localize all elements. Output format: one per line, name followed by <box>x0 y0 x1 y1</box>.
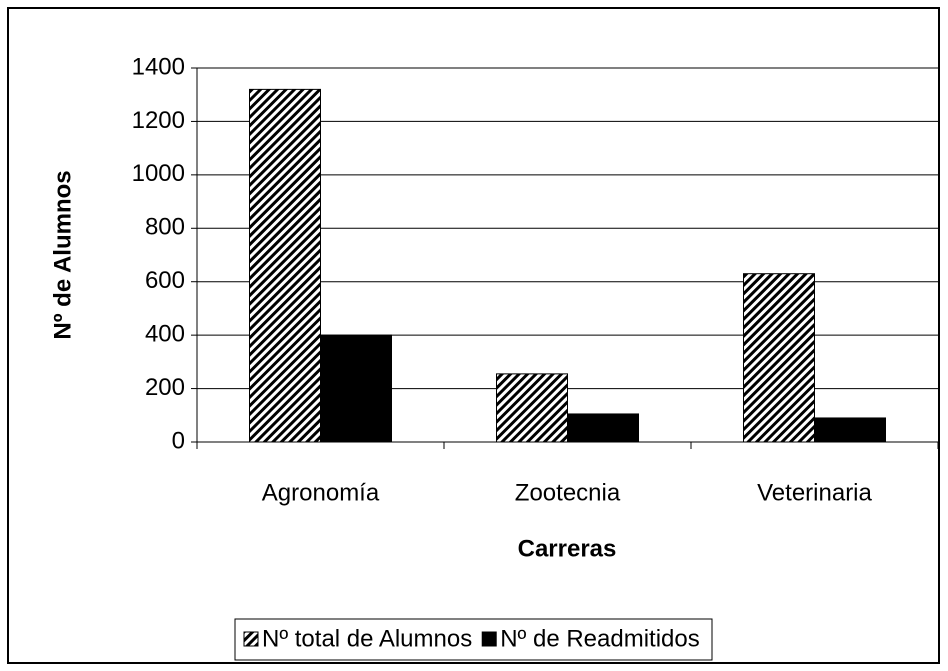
y-tick-label: 1400 <box>132 53 185 80</box>
x-tick-label: Veterinaria <box>757 479 872 506</box>
bar <box>743 273 815 443</box>
y-tick-label: 800 <box>145 214 185 241</box>
y-axis-label: Nº de Alumnos <box>49 170 76 339</box>
legend-box <box>234 618 713 661</box>
y-tick-label: 1000 <box>132 160 185 187</box>
legend-swatch <box>243 631 259 647</box>
y-tick-label: 0 <box>172 427 185 454</box>
legend-swatch <box>481 631 497 647</box>
y-tick-label: 200 <box>145 374 185 401</box>
legend-label: Nº de Readmitidos <box>500 625 700 652</box>
y-tick-label: 600 <box>145 267 185 294</box>
x-tick-label: Agronomía <box>262 479 380 506</box>
x-tick-label: Zootecnia <box>515 479 621 506</box>
x-axis-label: Carreras <box>518 535 617 562</box>
bar <box>814 417 886 443</box>
bar <box>567 413 639 443</box>
bar <box>249 88 321 443</box>
y-tick-label: 400 <box>145 320 185 347</box>
bar <box>496 373 568 443</box>
y-tick-label: 1200 <box>132 107 185 134</box>
legend-label: Nº total de Alumnos <box>262 625 472 652</box>
bar <box>320 334 392 443</box>
